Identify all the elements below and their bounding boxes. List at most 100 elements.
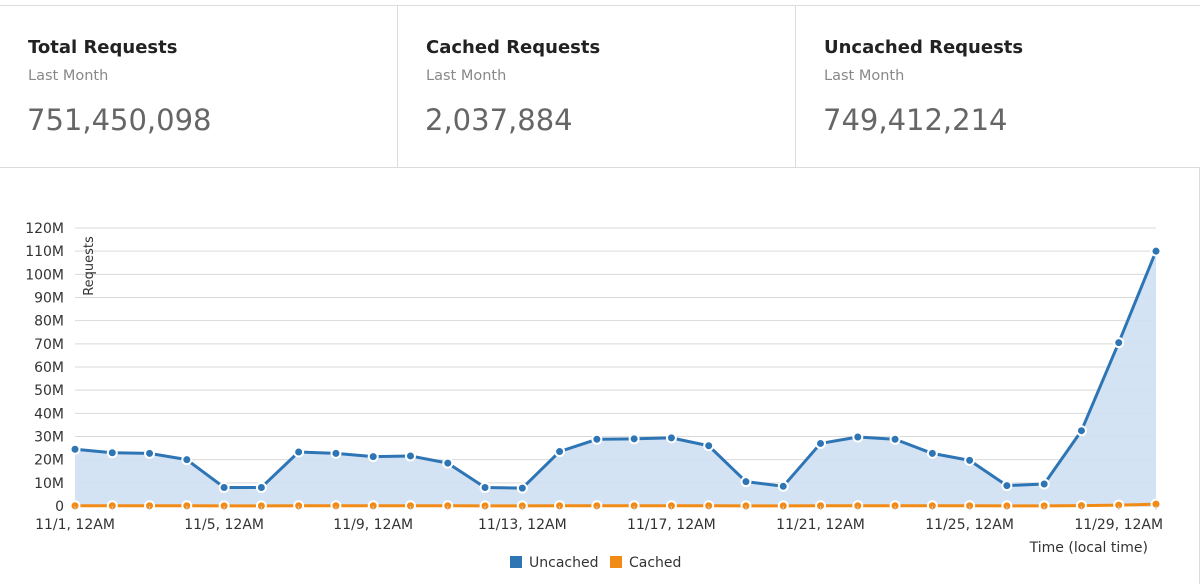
data-point-uncached[interactable] bbox=[1150, 245, 1162, 257]
y-tick-label: 60M bbox=[34, 360, 64, 376]
data-point-uncached[interactable] bbox=[404, 450, 416, 462]
card-period: Last Month bbox=[824, 68, 905, 84]
data-point-cached[interactable] bbox=[69, 500, 81, 512]
data-point-cached[interactable] bbox=[255, 500, 267, 512]
y-tick-label: 90M bbox=[34, 291, 64, 307]
data-point-cached[interactable] bbox=[1038, 500, 1050, 512]
data-point-cached[interactable] bbox=[181, 500, 193, 512]
data-point-cached[interactable] bbox=[330, 500, 342, 512]
data-point-cached[interactable] bbox=[479, 500, 491, 512]
data-point-cached[interactable] bbox=[367, 500, 379, 512]
line-cached bbox=[75, 502, 1157, 508]
data-point-cached[interactable] bbox=[703, 500, 715, 512]
data-point-uncached[interactable] bbox=[740, 476, 752, 488]
y-tick-label: 50M bbox=[34, 383, 64, 399]
requests-chart-panel: 0 10M 20M 30M 40M 50M 60M 70M 80M 90M 100M 110M 120M… bbox=[0, 168, 1200, 584]
y-tick-label: 10M bbox=[34, 476, 64, 492]
data-point-uncached[interactable] bbox=[293, 446, 305, 458]
data-point-uncached[interactable] bbox=[218, 481, 230, 493]
x-tick-label: 11/25, 12AM bbox=[925, 517, 1014, 533]
data-point-cached[interactable] bbox=[144, 500, 156, 512]
data-point-uncached[interactable] bbox=[367, 451, 379, 463]
data-point-cached[interactable] bbox=[628, 500, 640, 512]
x-tick-label: 11/5, 12AM bbox=[184, 517, 264, 533]
data-point-uncached[interactable] bbox=[1001, 480, 1013, 492]
data-point-uncached[interactable] bbox=[516, 482, 528, 494]
y-tick-label: 20M bbox=[34, 453, 64, 469]
y-tick-label: 40M bbox=[34, 406, 64, 422]
data-point-cached[interactable] bbox=[591, 500, 603, 512]
data-point-uncached[interactable] bbox=[181, 454, 193, 466]
data-point-cached[interactable] bbox=[293, 500, 305, 512]
card-value: 2,037,884 bbox=[425, 103, 573, 137]
data-point-cached[interactable] bbox=[1001, 500, 1013, 512]
card-value: 749,412,214 bbox=[823, 103, 1008, 137]
data-point-uncached[interactable] bbox=[106, 447, 118, 459]
y-tick-label: 110M bbox=[25, 244, 64, 260]
card-title: Total Requests bbox=[28, 37, 178, 58]
y-tick-label: 120M bbox=[25, 221, 64, 237]
data-point-uncached[interactable] bbox=[815, 437, 827, 449]
area-uncached bbox=[75, 251, 1156, 506]
data-point-cached[interactable] bbox=[889, 500, 901, 512]
x-tick-label: 11/21, 12AM bbox=[776, 517, 865, 533]
data-point-uncached[interactable] bbox=[554, 446, 566, 458]
data-point-uncached[interactable] bbox=[1075, 425, 1087, 437]
card-period: Last Month bbox=[426, 68, 507, 84]
requests-chart[interactable]: 0 10M 20M 30M 40M 50M 60M 70M 80M 90M 100M 110M 120M… bbox=[0, 168, 1198, 584]
x-tick-label: 11/29, 12AM bbox=[1074, 517, 1163, 533]
data-point-uncached[interactable] bbox=[330, 447, 342, 459]
x-tick-label: 11/9, 12AM bbox=[333, 517, 413, 533]
data-point-cached[interactable] bbox=[516, 500, 528, 512]
uncached-requests-card: Uncached Requests Last Month 749,412,214 bbox=[796, 6, 1200, 167]
y-tick-label: 30M bbox=[34, 430, 64, 446]
data-point-uncached[interactable] bbox=[665, 432, 677, 444]
data-point-cached[interactable] bbox=[554, 500, 566, 512]
data-point-cached[interactable] bbox=[815, 500, 827, 512]
data-point-cached[interactable] bbox=[218, 500, 230, 512]
y-tick-label: 70M bbox=[34, 337, 64, 353]
x-axis-labels: 11/1, 12AM 11/5, 12AM 11/9, 12AM 11/13, 12A… bbox=[35, 506, 1163, 533]
data-point-uncached[interactable] bbox=[628, 433, 640, 445]
data-point-uncached[interactable] bbox=[889, 433, 901, 445]
data-point-uncached[interactable] bbox=[479, 481, 491, 493]
data-point-uncached[interactable] bbox=[442, 457, 454, 469]
stats-row: Total Requests Last Month 751,450,098 Ca… bbox=[0, 5, 1200, 168]
data-point-cached[interactable] bbox=[1075, 500, 1087, 512]
legend-label-uncached[interactable]: Uncached bbox=[529, 555, 598, 571]
data-point-cached[interactable] bbox=[404, 500, 416, 512]
series-uncached[interactable] bbox=[69, 245, 1162, 506]
data-point-uncached[interactable] bbox=[703, 440, 715, 452]
data-point-uncached[interactable] bbox=[852, 431, 864, 443]
data-point-cached[interactable] bbox=[665, 500, 677, 512]
data-point-cached[interactable] bbox=[852, 500, 864, 512]
card-title: Uncached Requests bbox=[824, 37, 1024, 58]
data-point-cached[interactable] bbox=[964, 500, 976, 512]
data-point-uncached[interactable] bbox=[964, 454, 976, 466]
series-cached[interactable] bbox=[69, 498, 1162, 512]
chart-legend[interactable]: Uncached Cached bbox=[510, 555, 681, 571]
data-point-cached[interactable] bbox=[106, 500, 118, 512]
data-point-uncached[interactable] bbox=[255, 481, 267, 493]
data-point-uncached[interactable] bbox=[591, 433, 603, 445]
data-point-cached[interactable] bbox=[442, 500, 454, 512]
line-uncached bbox=[74, 250, 1158, 490]
y-tick-label: 80M bbox=[34, 314, 64, 330]
legend-swatch-cached[interactable] bbox=[610, 556, 622, 568]
data-point-uncached[interactable] bbox=[69, 443, 81, 455]
data-point-uncached[interactable] bbox=[1113, 337, 1125, 349]
x-tick-label: 11/13, 12AM bbox=[478, 517, 567, 533]
data-point-uncached[interactable] bbox=[777, 480, 789, 492]
y-axis-title: Requests bbox=[82, 236, 97, 296]
y-tick-label: 0 bbox=[55, 499, 64, 515]
legend-label-cached[interactable]: Cached bbox=[629, 555, 681, 571]
data-point-uncached[interactable] bbox=[926, 447, 938, 459]
data-point-cached[interactable] bbox=[777, 500, 789, 512]
data-point-uncached[interactable] bbox=[1038, 478, 1050, 490]
data-point-cached[interactable] bbox=[740, 500, 752, 512]
x-tick-label: 11/1, 12AM bbox=[35, 517, 115, 533]
x-tick-label: 11/17, 12AM bbox=[627, 517, 716, 533]
data-point-cached[interactable] bbox=[926, 500, 938, 512]
legend-swatch-uncached[interactable] bbox=[510, 556, 522, 568]
data-point-uncached[interactable] bbox=[144, 447, 156, 459]
